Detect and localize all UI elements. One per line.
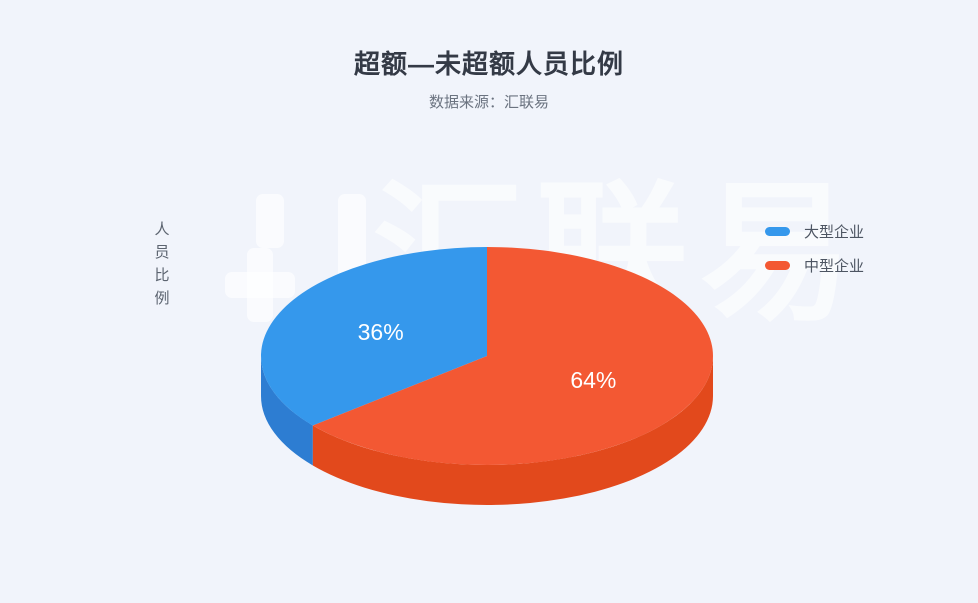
- chart-subtitle: 数据来源：汇联易: [428, 94, 549, 111]
- y-axis-label: 人员比例: [154, 221, 170, 307]
- legend-marker: [765, 261, 790, 270]
- legend-item-1[interactable]: 中型企业: [765, 255, 864, 276]
- pie-slice-0[interactable]: [260, 247, 487, 426]
- watermark-logo-plus-horizontal: [225, 272, 295, 298]
- pie-slice-side-0: [260, 356, 313, 466]
- legend-label: 中型企业: [804, 258, 865, 275]
- legend-marker: [765, 227, 790, 236]
- chart-title: 超额—未超额人员比例: [353, 49, 624, 79]
- legend-label: 大型企业: [804, 224, 865, 241]
- legend: 大型企业 中型企业: [765, 221, 864, 289]
- pie-slice-1[interactable]: [312, 247, 713, 465]
- pie-slice-side-1: [312, 356, 714, 506]
- legend-item-0[interactable]: 大型企业: [765, 221, 864, 242]
- watermark-logo-bar: [256, 194, 284, 248]
- chart-header: 超额—未超额人员比例 数据来源：汇联易: [0, 44, 978, 112]
